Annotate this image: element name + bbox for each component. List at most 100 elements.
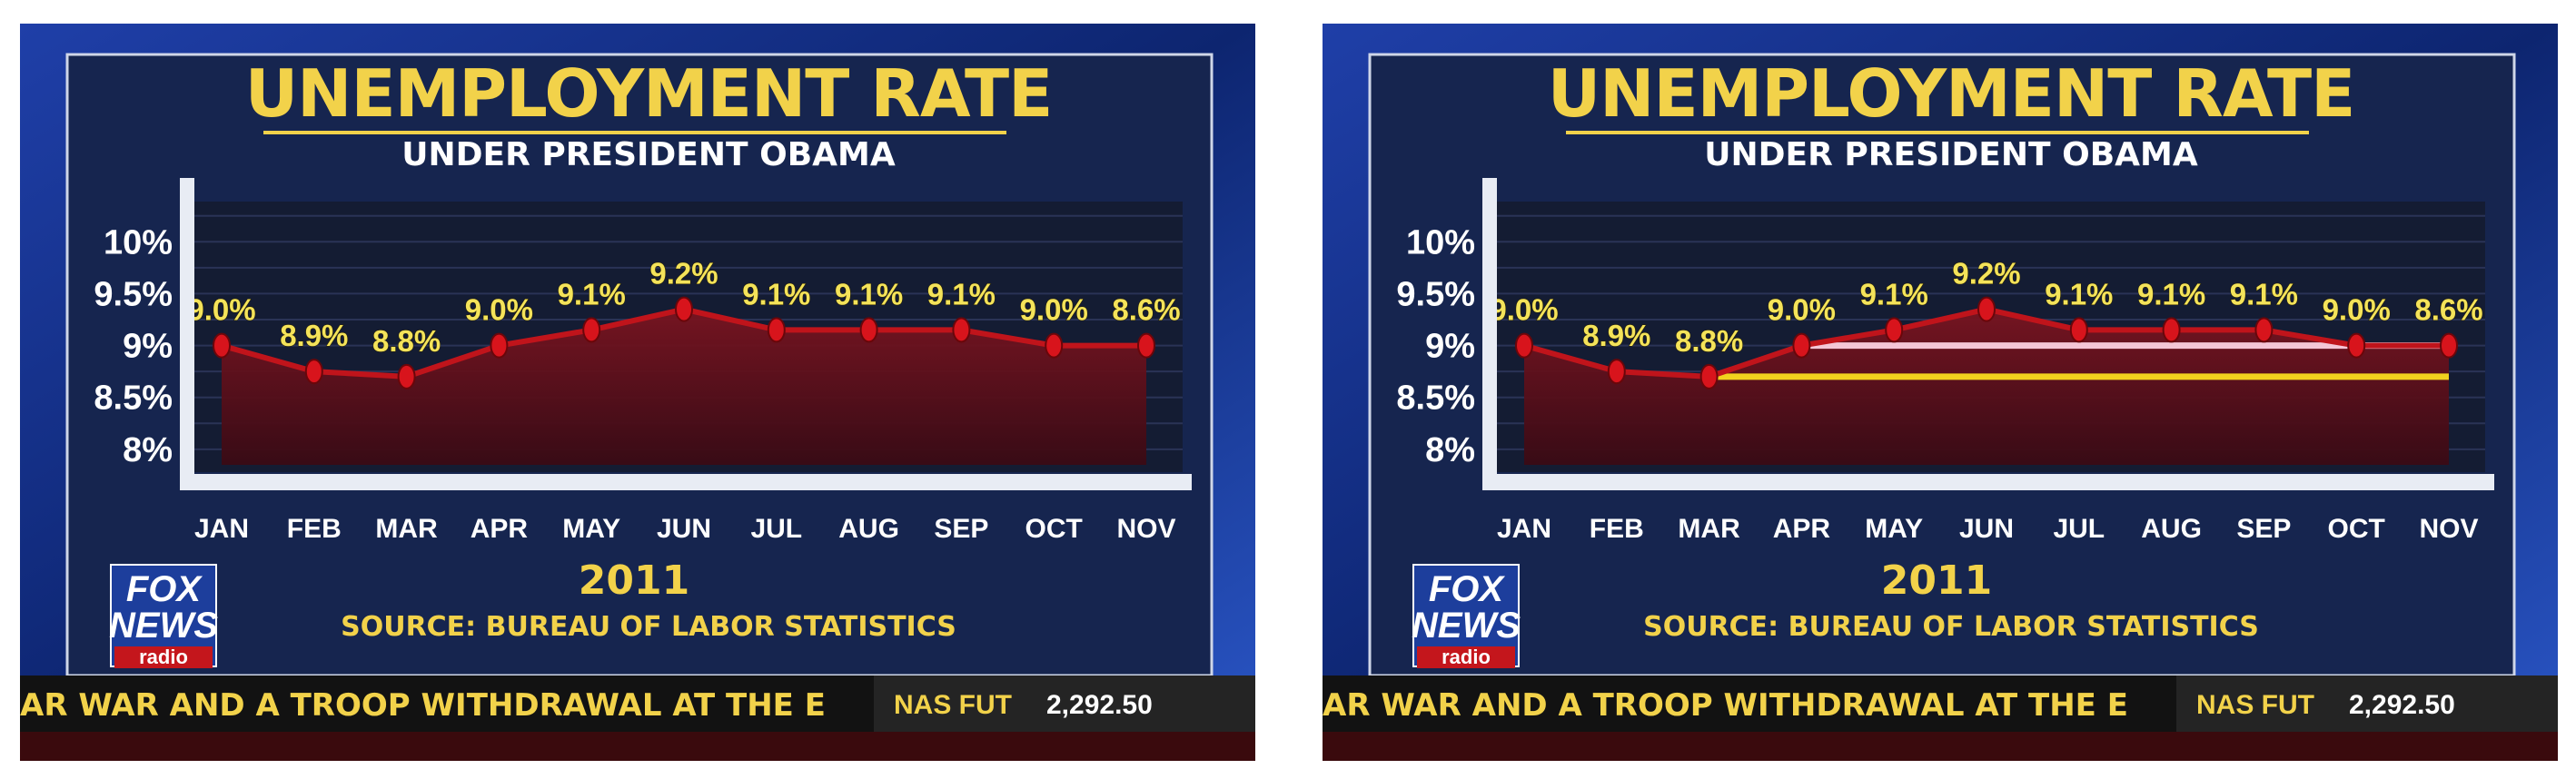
x-tick-label: SEP	[934, 514, 988, 544]
data-point	[952, 317, 971, 343]
y-tick-label: 8%	[1425, 431, 1475, 469]
data-point	[1699, 363, 1719, 390]
data-points	[1515, 296, 2458, 390]
y-tick-label: 8.5%	[1396, 380, 1475, 418]
logo-radio-text: radio	[139, 646, 188, 668]
y-tick-label: 8%	[123, 431, 173, 469]
y-axis-bar	[180, 178, 194, 490]
x-tick-label: JAN	[1497, 514, 1551, 544]
chart-title: UNEMPLOYMENT RATE	[1548, 55, 2355, 132]
x-axis-bar	[1482, 474, 2494, 490]
x-axis-bar	[180, 474, 1192, 490]
y-axis-bar	[1482, 178, 1497, 490]
data-point	[1792, 332, 1811, 359]
bottom-bar	[20, 732, 1255, 761]
chart-year: 2011	[1881, 557, 1992, 604]
data-label: 9.0%	[1020, 293, 1088, 327]
data-point	[675, 296, 693, 322]
x-tick-label: JUN	[1959, 514, 2014, 544]
news-crawl-text: AR WAR AND A TROOP WITHDRAWAL AT THE E	[1323, 687, 2128, 724]
y-tick-label: 9%	[1425, 328, 1475, 366]
x-tick-label: AUG	[2141, 514, 2202, 544]
broadcast-screen-left: UNEMPLOYMENT RATE UNDER PRESIDENT OBAMA …	[20, 24, 1255, 761]
title-underline	[263, 131, 1006, 134]
y-tick-labels: 10% 9.5% 9% 8.5% 8%	[1396, 223, 1475, 469]
data-label: 9.2%	[649, 257, 718, 291]
x-tick-label: JAN	[194, 514, 249, 544]
data-label: 9.1%	[742, 277, 810, 311]
y-tick-labels: 10% 9.5% 9% 8.5% 8%	[94, 223, 173, 469]
x-tick-label: FEB	[287, 514, 342, 544]
ticker-box	[874, 675, 1255, 732]
news-crawl-text: AR WAR AND A TROOP WITHDRAWAL AT THE E	[20, 687, 826, 724]
data-label: 9.0%	[2323, 293, 2391, 327]
x-tick-label: OCT	[2328, 514, 2385, 544]
data-point	[1885, 317, 1904, 343]
data-point	[213, 332, 231, 359]
data-label: 8.9%	[280, 319, 348, 352]
x-tick-label: JUL	[750, 514, 802, 544]
ticker-symbol: NAS FUT	[2196, 690, 2314, 720]
x-tick-label: MAR	[375, 514, 438, 544]
data-label: 9.1%	[2137, 277, 2205, 311]
x-tick-label: MAY	[1865, 514, 1923, 544]
data-label: 8.6%	[1112, 293, 1180, 327]
y-tick-label: 9.5%	[94, 275, 173, 313]
x-tick-label: NOV	[1116, 514, 1175, 544]
x-tick-label: SEP	[2236, 514, 2291, 544]
x-tick-label: NOV	[2419, 514, 2478, 544]
x-tick-label: MAR	[1678, 514, 1740, 544]
ticker-value: 2,292.50	[1046, 690, 1153, 720]
x-tick-label: JUN	[657, 514, 711, 544]
x-tick-label: FEB	[1590, 514, 1644, 544]
data-point	[767, 317, 786, 343]
chart-subtitle: UNDER PRESIDENT OBAMA	[401, 136, 896, 173]
area-fill	[222, 309, 1146, 465]
ticker-symbol: NAS FUT	[894, 690, 1012, 720]
data-labels: 9.0% 8.9% 8.8% 9.0% 9.1% 9.2% 9.1% 9.1% 9.1% 9.0%…	[187, 256, 1181, 358]
data-point	[2069, 317, 2088, 343]
y-tick-label: 8.5%	[94, 380, 173, 418]
data-label: 9.1%	[2230, 277, 2298, 311]
chart-year: 2011	[579, 557, 689, 604]
logo-news-text: NEWS	[1412, 606, 1521, 646]
x-tick-label: APR	[471, 514, 529, 544]
chart-left: UNEMPLOYMENT RATE UNDER PRESIDENT OBAMA …	[20, 24, 1255, 761]
x-tick-label: OCT	[1025, 514, 1083, 544]
data-label: 9.0%	[1768, 293, 1836, 327]
data-point	[2162, 317, 2181, 343]
data-label: 9.0%	[1490, 293, 1558, 327]
data-point	[2440, 332, 2458, 359]
chart-source: SOURCE: BUREAU OF LABOR STATISTICS	[341, 611, 956, 643]
data-point	[304, 359, 323, 385]
data-label: 9.1%	[2045, 277, 2113, 311]
logo-fox-text: FOX	[1429, 569, 1506, 609]
data-label: 9.1%	[927, 277, 996, 311]
x-tick-labels: JAN FEB MAR APR MAY JUN JUL AUG SEP OCT NOV	[1497, 514, 2479, 544]
data-label: 9.1%	[558, 277, 626, 311]
logo-news-text: NEWS	[109, 606, 218, 646]
x-tick-label: AUG	[838, 514, 899, 544]
data-point	[1977, 296, 1996, 322]
data-point	[1045, 332, 1064, 359]
data-label: 8.9%	[1582, 319, 1650, 352]
data-point	[859, 317, 878, 343]
data-point	[490, 332, 509, 359]
chart-right: UNEMPLOYMENT RATE UNDER PRESIDENT OBAMA …	[1323, 24, 2558, 761]
data-points	[213, 296, 1155, 390]
data-label: 8.8%	[372, 324, 441, 358]
data-label: 9.0%	[465, 293, 533, 327]
ticker-value: 2,292.50	[2349, 690, 2455, 720]
x-tick-label: APR	[1773, 514, 1831, 544]
data-point	[2254, 317, 2274, 343]
data-label: 9.1%	[835, 277, 903, 311]
x-tick-label: JUL	[2053, 514, 2105, 544]
data-point	[582, 317, 601, 343]
data-label: 9.2%	[1952, 257, 2020, 291]
x-tick-labels: JAN FEB MAR APR MAY JUN JUL AUG SEP OCT NOV	[194, 514, 1176, 544]
chart-title: UNEMPLOYMENT RATE	[245, 55, 1053, 132]
y-tick-label: 10%	[104, 223, 173, 261]
y-tick-label: 9%	[123, 328, 173, 366]
data-point	[1607, 359, 1626, 385]
y-tick-label: 9.5%	[1396, 275, 1475, 313]
